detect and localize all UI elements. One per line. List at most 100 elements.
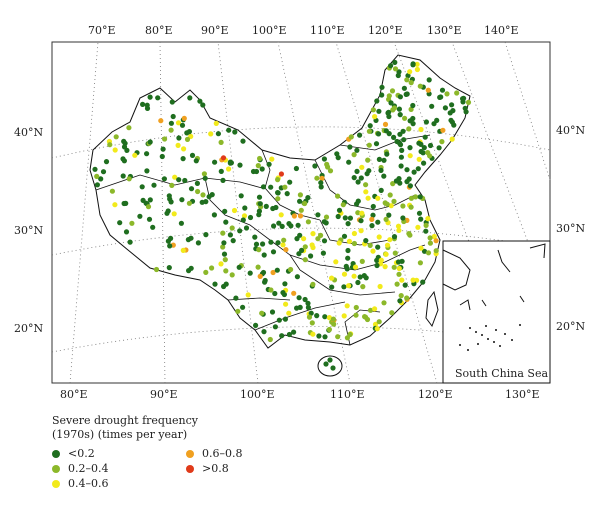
station-dot xyxy=(238,193,244,199)
station-dot xyxy=(431,233,437,240)
station-dot xyxy=(181,146,187,152)
station-dot xyxy=(364,316,371,323)
station-dot xyxy=(250,168,257,175)
station-dot xyxy=(151,182,157,188)
station-dot xyxy=(269,156,275,162)
station-dot xyxy=(222,208,228,214)
lon-label: 120°E xyxy=(418,388,453,401)
station-dot xyxy=(310,331,316,337)
station-dot xyxy=(376,319,382,325)
station-dot xyxy=(359,258,365,264)
station-dot xyxy=(440,127,446,133)
station-dot xyxy=(168,235,174,241)
station-dot xyxy=(378,257,384,263)
taiwan-island xyxy=(425,290,439,328)
legend-item-0-2-0-4: 0.2–0.4 xyxy=(52,462,109,475)
station-dot xyxy=(324,161,330,167)
station-dot xyxy=(235,308,241,314)
station-dot xyxy=(228,160,234,166)
station-dot xyxy=(388,100,394,106)
station-dot xyxy=(242,205,248,211)
station-dot xyxy=(186,200,192,206)
station-dot xyxy=(282,281,288,287)
station-dot xyxy=(418,216,424,222)
station-dot xyxy=(384,201,390,207)
station-dot xyxy=(297,304,303,310)
station-dot xyxy=(231,207,238,214)
station-dot xyxy=(137,213,143,219)
station-dot xyxy=(331,321,337,327)
station-dot xyxy=(126,176,132,182)
station-dot xyxy=(351,175,357,181)
station-dot xyxy=(220,177,226,183)
station-dot xyxy=(404,77,410,83)
station-dot xyxy=(268,184,274,190)
station-dot xyxy=(195,240,201,246)
station-dot xyxy=(169,182,175,188)
station-dot xyxy=(199,199,205,205)
station-dot xyxy=(404,295,410,301)
station-dot xyxy=(383,251,389,257)
lon-label: 90°E xyxy=(201,24,229,37)
station-dot xyxy=(421,145,427,151)
station-dot xyxy=(293,165,299,172)
station-dot xyxy=(261,329,267,335)
station-dot xyxy=(286,331,292,338)
station-dot xyxy=(275,240,281,246)
station-dot xyxy=(375,244,381,250)
station-dot xyxy=(340,202,346,208)
station-dot xyxy=(229,272,235,278)
map-frame xyxy=(51,41,551,384)
station-dot xyxy=(213,120,219,126)
station-dot xyxy=(262,277,268,284)
station-dot xyxy=(147,139,153,145)
station-dots xyxy=(92,59,472,371)
station-dot xyxy=(389,310,395,316)
legend-title-line-2: (1970s) (times per year) xyxy=(52,428,188,441)
station-dot xyxy=(112,147,118,153)
left-latitude-labels: 40°N 30°N 20°N xyxy=(14,126,43,335)
station-dot xyxy=(383,128,389,134)
station-dot xyxy=(423,222,429,228)
legend-label: 0.4–0.6 xyxy=(68,477,109,490)
station-dot xyxy=(322,314,328,320)
station-dot xyxy=(375,195,381,201)
station-dot xyxy=(323,220,329,226)
station-dot xyxy=(92,166,98,172)
station-dot xyxy=(298,207,304,213)
station-dot xyxy=(270,249,277,255)
station-dot xyxy=(310,231,316,237)
station-dot xyxy=(415,224,421,230)
station-dot xyxy=(406,126,412,132)
station-dot xyxy=(391,134,397,140)
station-dot xyxy=(165,208,171,214)
station-dot xyxy=(365,157,371,163)
station-dot xyxy=(402,115,408,121)
station-dot xyxy=(334,151,340,157)
station-dot xyxy=(351,152,357,158)
station-dot xyxy=(353,304,359,311)
station-dot xyxy=(237,162,243,168)
station-dot xyxy=(448,117,454,123)
station-dot xyxy=(378,187,384,193)
station-dot xyxy=(296,295,302,301)
station-dot xyxy=(401,137,407,143)
station-dot xyxy=(417,83,423,89)
station-dot xyxy=(396,69,402,75)
station-dot xyxy=(344,266,350,272)
lat-label: 40°N xyxy=(14,126,43,139)
station-dot xyxy=(200,192,206,198)
station-dot xyxy=(410,115,416,122)
station-dot xyxy=(355,279,361,286)
station-dot xyxy=(449,102,455,108)
station-dot xyxy=(377,283,383,290)
station-dot xyxy=(355,210,361,216)
station-dot xyxy=(369,223,375,229)
station-dot xyxy=(120,156,126,162)
station-dot xyxy=(359,164,365,170)
station-dot xyxy=(407,183,413,189)
station-dot xyxy=(226,166,232,172)
station-dot xyxy=(354,147,360,153)
station-dot xyxy=(358,228,364,234)
